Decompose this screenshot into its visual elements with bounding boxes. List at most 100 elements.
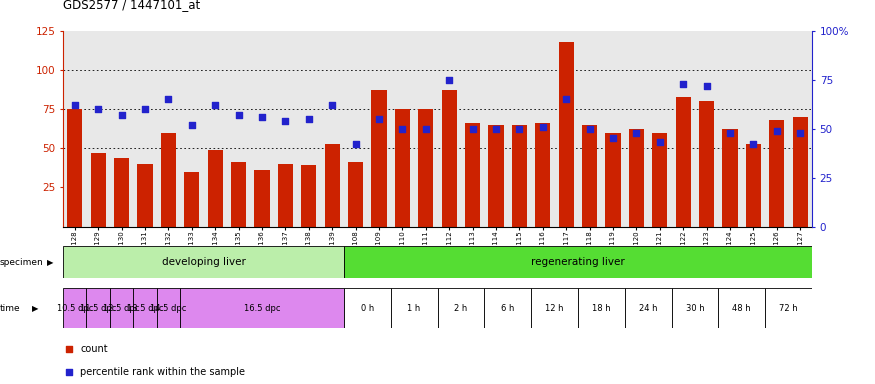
Text: specimen: specimen <box>0 258 44 266</box>
Point <box>794 129 808 136</box>
Point <box>700 83 714 89</box>
Bar <box>606 132 620 227</box>
Bar <box>699 101 714 227</box>
Point <box>536 124 550 130</box>
Text: time: time <box>0 304 21 313</box>
Point <box>115 112 129 118</box>
Text: 1 h: 1 h <box>408 304 421 313</box>
Text: 10.5 dpc: 10.5 dpc <box>57 304 93 313</box>
Bar <box>67 109 82 227</box>
Point <box>396 126 410 132</box>
Bar <box>133 288 157 328</box>
Point <box>466 126 480 132</box>
Bar <box>769 120 785 227</box>
Point <box>302 116 316 122</box>
Point <box>67 102 81 108</box>
Point <box>746 141 760 147</box>
Bar <box>344 288 390 328</box>
Text: 16.5 dpc: 16.5 dpc <box>244 304 280 313</box>
Point <box>372 116 386 122</box>
Bar <box>485 288 531 328</box>
Point <box>513 126 527 132</box>
Bar <box>488 125 504 227</box>
Bar <box>718 288 765 328</box>
Bar <box>157 288 180 328</box>
Bar <box>255 170 270 227</box>
Bar <box>277 164 293 227</box>
Bar <box>531 288 578 328</box>
Bar <box>512 125 527 227</box>
Text: count: count <box>80 344 108 354</box>
Point <box>208 102 222 108</box>
Bar <box>652 132 668 227</box>
Bar <box>442 90 457 227</box>
Point <box>278 118 292 124</box>
Text: 6 h: 6 h <box>501 304 514 313</box>
Bar <box>578 288 625 328</box>
Bar <box>438 288 485 328</box>
Bar <box>90 153 106 227</box>
Text: 0 h: 0 h <box>360 304 374 313</box>
Point <box>489 126 503 132</box>
Text: 13.5 dpc: 13.5 dpc <box>127 304 163 313</box>
Point <box>348 141 362 147</box>
Bar <box>207 150 223 227</box>
Bar <box>746 144 761 227</box>
Bar <box>723 129 738 227</box>
Text: regenerating liver: regenerating liver <box>531 257 625 267</box>
Bar <box>629 129 644 227</box>
Bar <box>137 164 152 227</box>
Text: ▶: ▶ <box>47 258 53 266</box>
Bar <box>765 288 812 328</box>
Bar <box>625 288 672 328</box>
Text: 11.5 dpc: 11.5 dpc <box>80 304 116 313</box>
Bar <box>558 42 574 227</box>
Bar <box>344 246 812 278</box>
Point <box>349 264 363 270</box>
Text: 30 h: 30 h <box>686 304 704 313</box>
Bar <box>793 117 808 227</box>
Bar <box>87 288 110 328</box>
Text: 18 h: 18 h <box>592 304 611 313</box>
Point <box>559 96 573 103</box>
Bar <box>325 144 340 227</box>
Point <box>770 127 784 134</box>
Bar <box>390 288 438 328</box>
Point <box>349 55 363 61</box>
Bar <box>114 157 130 227</box>
Bar <box>231 162 246 227</box>
Point <box>606 136 620 142</box>
Bar <box>110 288 133 328</box>
Bar <box>465 123 480 227</box>
Point <box>161 96 175 103</box>
Point <box>653 139 667 146</box>
Bar <box>536 123 550 227</box>
Bar <box>395 109 410 227</box>
Bar <box>676 96 691 227</box>
Bar <box>301 166 317 227</box>
Bar <box>184 172 200 227</box>
Text: 24 h: 24 h <box>639 304 657 313</box>
Text: 2 h: 2 h <box>454 304 467 313</box>
Text: GDS2577 / 1447101_at: GDS2577 / 1447101_at <box>63 0 200 12</box>
Point <box>419 126 433 132</box>
Point <box>583 126 597 132</box>
Point <box>442 77 456 83</box>
Point <box>326 102 340 108</box>
Text: 72 h: 72 h <box>780 304 798 313</box>
Point <box>676 81 690 87</box>
Point <box>232 112 246 118</box>
Bar <box>63 288 87 328</box>
Point <box>185 122 199 128</box>
Bar <box>161 132 176 227</box>
Text: 12.5 dpc: 12.5 dpc <box>103 304 140 313</box>
Bar <box>371 90 387 227</box>
Bar <box>63 246 344 278</box>
Text: developing liver: developing liver <box>162 257 245 267</box>
Bar <box>348 162 363 227</box>
Point <box>138 106 152 112</box>
Bar <box>418 109 433 227</box>
Bar <box>180 288 344 328</box>
Text: percentile rank within the sample: percentile rank within the sample <box>80 367 245 377</box>
Text: 12 h: 12 h <box>545 304 564 313</box>
